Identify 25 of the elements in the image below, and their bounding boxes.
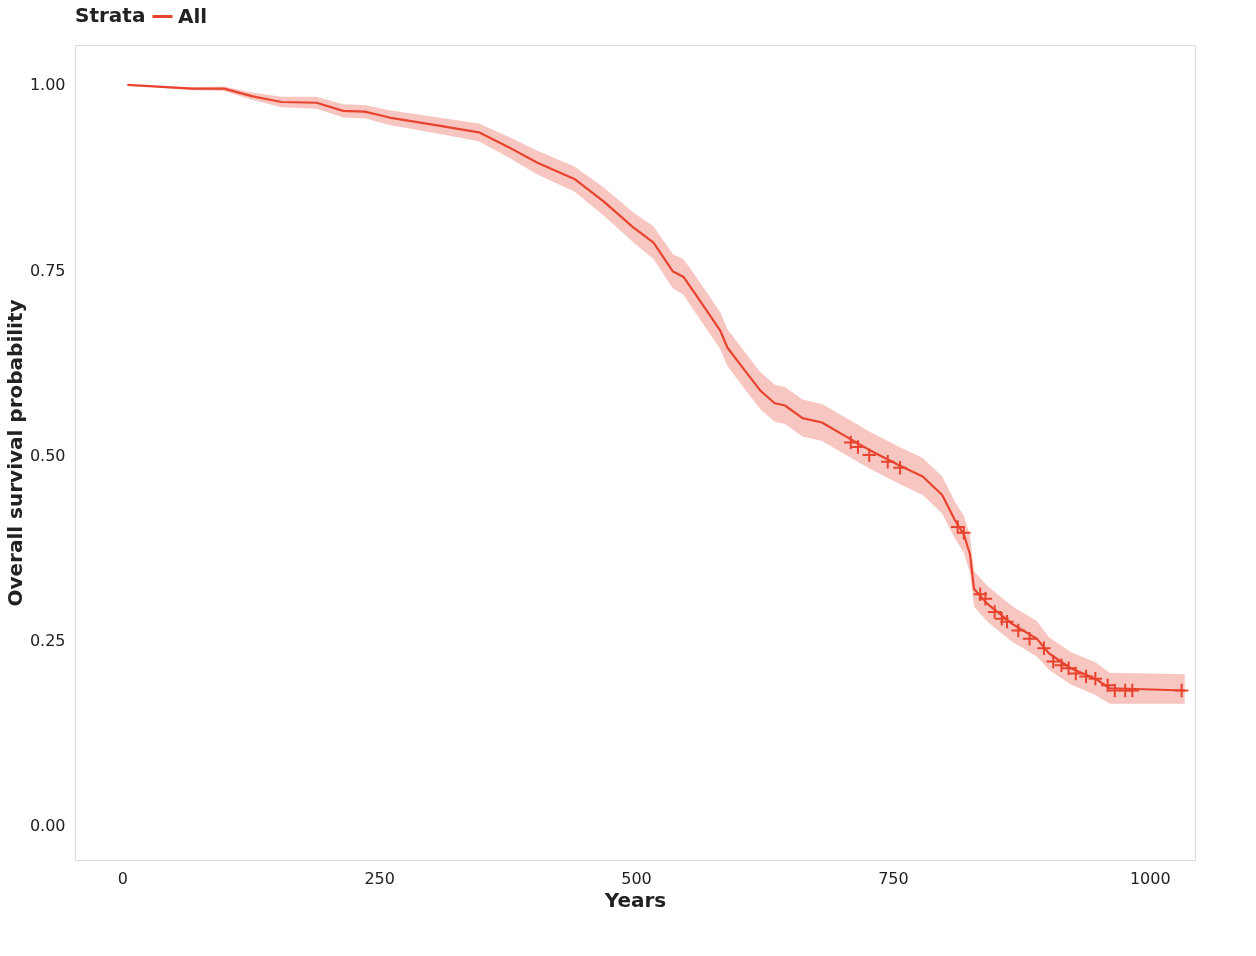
point — [1021, 630, 1038, 647]
point — [1173, 682, 1190, 699]
legend-title: Strata — [75, 3, 146, 27]
point — [892, 459, 908, 476]
point — [1010, 622, 1026, 639]
x-axis-title: Years — [603, 887, 667, 912]
point — [1036, 640, 1052, 656]
x-tick-label: 250 — [364, 868, 395, 888]
x-tick-label: 750 — [878, 868, 909, 888]
y-tick-label: 0.00 — [29, 815, 66, 835]
legend-label: All — [178, 3, 208, 28]
x-tick-label: 1000 — [1129, 868, 1171, 888]
y-tick-label: 0.25 — [29, 630, 66, 650]
point — [861, 447, 877, 463]
y-axis-title: Overall survival probability — [2, 299, 27, 607]
point — [880, 454, 896, 470]
point — [1078, 668, 1094, 685]
point — [1124, 682, 1141, 699]
x-tick-label: 0 — [117, 868, 128, 888]
y-tick-label: 0.75 — [29, 260, 66, 280]
y-tick-label: 1.00 — [29, 75, 66, 95]
point — [999, 613, 1015, 630]
point — [1087, 670, 1104, 687]
y-tick-label: 0.50 — [29, 445, 66, 465]
x-tick-label: 500 — [621, 868, 652, 888]
